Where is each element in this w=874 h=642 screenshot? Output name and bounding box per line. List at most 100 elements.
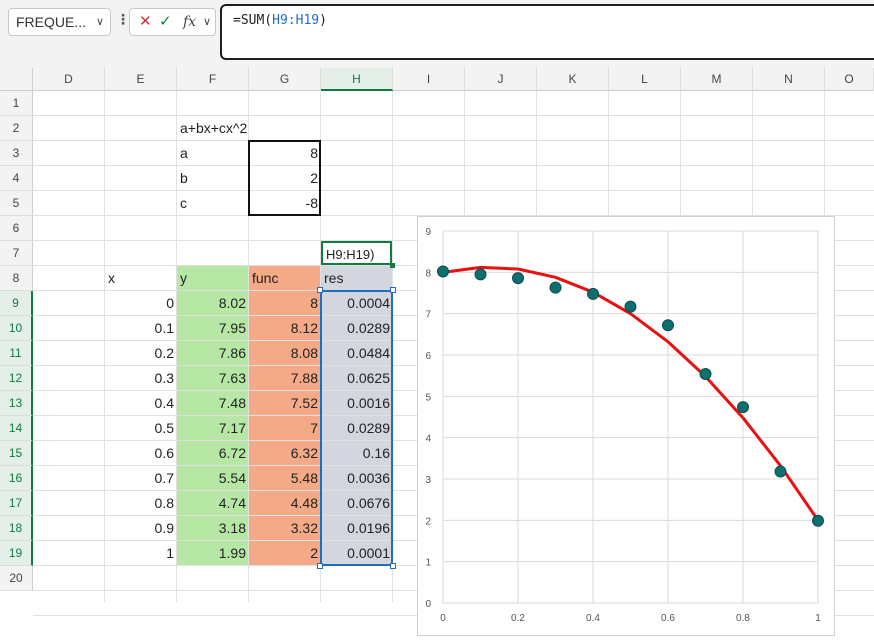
column-header-i[interactable]: I [393,68,465,91]
cell-f8[interactable]: y [177,266,248,290]
column-header-d[interactable]: D [33,68,105,91]
cell-y-13[interactable]: 7.48 [177,391,248,415]
cell-func-11[interactable]: 8.08 [249,341,320,365]
cell-e8[interactable]: x [108,270,115,286]
selection-handle[interactable] [390,287,396,293]
cell-y-17[interactable]: 4.74 [177,491,248,515]
cell-g8[interactable]: func [249,266,320,290]
cell-res-10[interactable]: 0.0289 [321,316,392,340]
cell-x-14[interactable]: 0.5 [154,420,174,436]
cell-f3[interactable]: a [180,145,188,161]
cell-x-19[interactable]: 1 [166,545,174,561]
row-header-1[interactable]: 1 [0,91,33,116]
row-header-19[interactable]: 19 [0,541,33,566]
cell-g4[interactable]: 2 [310,170,318,186]
cell-res-11[interactable]: 0.0484 [321,341,392,365]
column-header-h[interactable]: H [321,68,393,91]
cell-y-10[interactable]: 7.95 [177,316,248,340]
cell-y-12[interactable]: 7.63 [177,366,248,390]
more-options-icon[interactable]: ⋮ [116,11,130,27]
cell-func-10[interactable]: 8.12 [249,316,320,340]
row-header-3[interactable]: 3 [0,141,33,166]
cancel-icon[interactable]: ✕ [139,13,152,30]
column-header-e[interactable]: E [105,68,177,91]
cell-res-19[interactable]: 0.0001 [321,541,392,565]
row-header-18[interactable]: 18 [0,516,33,541]
selection-handle[interactable] [317,563,323,569]
row-header-12[interactable]: 12 [0,366,33,391]
row-header-9[interactable]: 9 [0,291,33,316]
selection-handle[interactable] [317,287,323,293]
cell-h8[interactable]: res [321,266,392,290]
chevron-down-icon[interactable]: ∨ [203,16,212,28]
cell-y-16[interactable]: 5.54 [177,466,248,490]
cell-res-17[interactable]: 0.0676 [321,491,392,515]
insert-function-icon[interactable]: fx [183,14,197,30]
cell-f2[interactable]: a+bx+cx^2 [180,120,248,136]
cell-y-15[interactable]: 6.72 [177,441,248,465]
cell-y-9[interactable]: 8.02 [177,291,248,315]
formula-input[interactable]: =SUM(H9:H19) [220,4,874,60]
row-header-10[interactable]: 10 [0,316,33,341]
column-header-l[interactable]: L [609,68,681,91]
cell-x-13[interactable]: 0.4 [154,395,174,411]
chevron-down-icon[interactable]: ∨ [95,16,104,28]
row-header-7[interactable]: 7 [0,241,33,266]
cell-res-12[interactable]: 0.0625 [321,366,392,390]
cell-res-14[interactable]: 0.0289 [321,416,392,440]
column-header-j[interactable]: J [465,68,537,91]
row-header-13[interactable]: 13 [0,391,33,416]
cell-res-13[interactable]: 0.0016 [321,391,392,415]
cell-y-11[interactable]: 7.86 [177,341,248,365]
cell-func-9[interactable]: 8 [249,291,320,315]
row-header-14[interactable]: 14 [0,416,33,441]
row-header-4[interactable]: 4 [0,166,33,191]
selected-range[interactable] [320,290,393,566]
cell-y-18[interactable]: 3.18 [177,516,248,540]
enter-check-icon[interactable]: ✓ [159,13,172,30]
cell-g3[interactable]: 8 [310,145,318,161]
selection-handle[interactable] [390,563,396,569]
cell-x-9[interactable]: 0 [166,295,174,311]
row-header-15[interactable]: 15 [0,441,33,466]
row-header-20[interactable]: 20 [0,566,33,591]
cell-res-9[interactable]: 0.0004 [321,291,392,315]
cell-x-15[interactable]: 0.6 [154,445,174,461]
row-header-16[interactable]: 16 [0,466,33,491]
cell-func-15[interactable]: 6.32 [249,441,320,465]
row-header-2[interactable]: 2 [0,116,33,141]
cell-x-11[interactable]: 0.2 [154,345,174,361]
column-header-o[interactable]: O [825,68,874,91]
row-header-17[interactable]: 17 [0,491,33,516]
row-header-8[interactable]: 8 [0,266,33,291]
cell-func-16[interactable]: 5.48 [249,466,320,490]
cell-x-17[interactable]: 0.8 [154,495,174,511]
cell-res-16[interactable]: 0.0036 [321,466,392,490]
row-header-11[interactable]: 11 [0,341,33,366]
cell-f4[interactable]: b [180,170,188,186]
scatter-chart[interactable]: 0 1 2 3 4 5 6 7 8 9 0 0.2 0.4 0.6 0.8 1 [417,216,835,636]
cell-x-12[interactable]: 0.3 [154,370,174,386]
cell-func-12[interactable]: 7.88 [249,366,320,390]
name-box[interactable]: FREQUE... ∨ [8,8,111,36]
cell-res-15[interactable]: 0.16 [321,441,392,465]
cell-f5[interactable]: c [180,195,187,211]
cell-func-17[interactable]: 4.48 [249,491,320,515]
cell-x-10[interactable]: 0.1 [154,320,174,336]
cell-func-18[interactable]: 3.32 [249,516,320,540]
column-header-g[interactable]: G [249,68,321,91]
cell-res-18[interactable]: 0.0196 [321,516,392,540]
cell-func-14[interactable]: 7 [249,416,320,440]
row-header-6[interactable]: 6 [0,216,33,241]
cell-x-18[interactable]: 0.9 [154,520,174,536]
column-header-n[interactable]: N [753,68,825,91]
active-cell-h7[interactable]: H9:H19) [321,241,392,265]
fill-handle[interactable] [390,263,395,268]
row-header-5[interactable]: 5 [0,191,33,216]
select-all-corner[interactable] [0,68,33,91]
cell-y-14[interactable]: 7.17 [177,416,248,440]
cell-x-16[interactable]: 0.7 [154,470,174,486]
column-header-m[interactable]: M [681,68,753,91]
column-header-k[interactable]: K [537,68,609,91]
